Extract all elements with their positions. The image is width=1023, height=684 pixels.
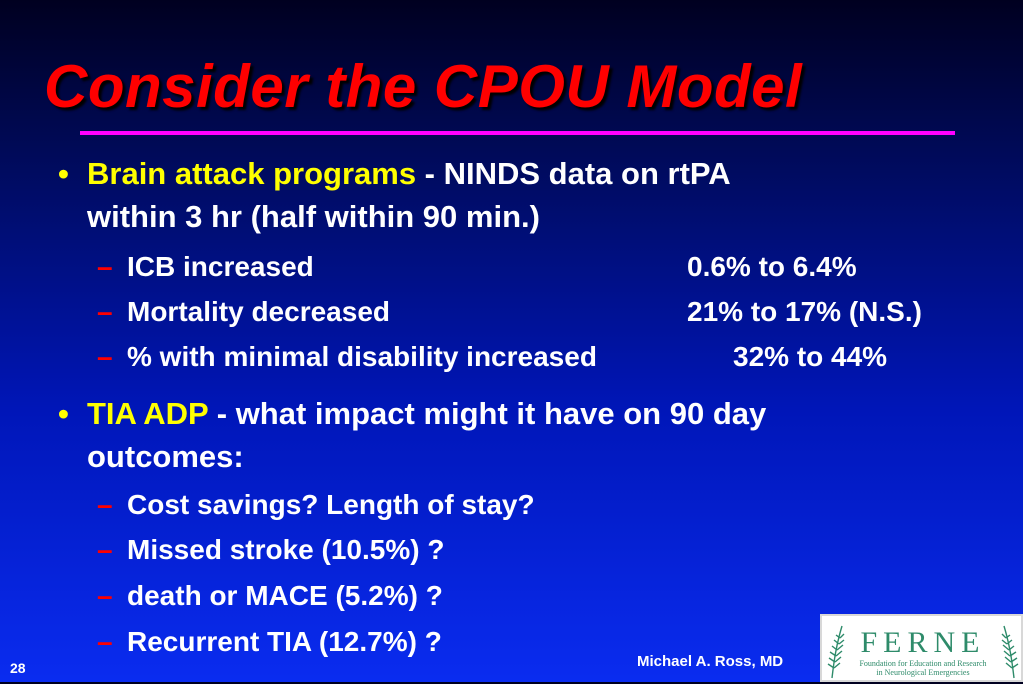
sub-marker: –	[97, 626, 113, 657]
sub-marker: –	[97, 489, 113, 520]
logo-letters: FERNE	[860, 626, 985, 659]
slide-number: 28	[10, 660, 26, 676]
author-credit: Michael A. Ross, MD	[637, 653, 784, 670]
bullet-2-text: - what impact might it have on 90 day	[208, 396, 767, 431]
logo-tagline-2: in Neurological Emergencies	[876, 668, 969, 677]
sub-marker: –	[97, 534, 113, 565]
slide-title: Consider the CPOU Model	[44, 53, 803, 120]
bullet-2-line-1: TIA ADP - what impact might it have on 9…	[87, 396, 766, 432]
fern-icon	[1001, 625, 1019, 679]
sub-item-label: death or MACE (5.2%) ?	[127, 580, 443, 611]
sub-item-label: Mortality decreased	[127, 296, 390, 327]
bullet-marker: •	[58, 396, 69, 431]
title-underline	[80, 131, 955, 135]
sub-marker: –	[97, 251, 113, 282]
sub-item-label: Recurrent TIA (12.7%) ?	[127, 626, 442, 657]
bullet-1-line-1: Brain attack programs - NINDS data on rt…	[87, 156, 731, 192]
sub-item-value: 32% to 44%	[733, 341, 888, 372]
sub-item-label: Missed stroke (10.5%) ?	[127, 534, 445, 565]
bullet-2-highlight: TIA ADP	[87, 396, 209, 431]
sub-item-label: % with minimal disability increased	[127, 341, 597, 372]
bullet-1-text: - NINDS data on rtPA	[416, 156, 731, 191]
sub-marker: –	[97, 296, 113, 327]
bullet-marker: •	[58, 156, 69, 191]
fern-icon	[827, 625, 845, 679]
sub-item-value: 0.6% to 6.4%	[687, 251, 857, 282]
logo-tagline-1: Foundation for Education and Research	[859, 659, 986, 668]
logo-graphic: FERNE Foundation for Education and Resea…	[827, 625, 1019, 679]
sub-marker: –	[97, 580, 113, 611]
sub-item-label: Cost savings? Length of stay?	[127, 489, 535, 520]
bullet-2-line-2: outcomes:	[87, 439, 244, 474]
bullet-1-highlight: Brain attack programs	[87, 156, 417, 191]
sub-item-value: 21% to 17% (N.S.)	[687, 296, 922, 327]
sub-item-label: ICB increased	[127, 251, 314, 282]
bullet-1-line-2: within 3 hr (half within 90 min.)	[87, 199, 540, 234]
ferne-logo: FERNE Foundation for Education and Resea…	[820, 614, 1023, 682]
sub-marker: –	[97, 341, 113, 372]
